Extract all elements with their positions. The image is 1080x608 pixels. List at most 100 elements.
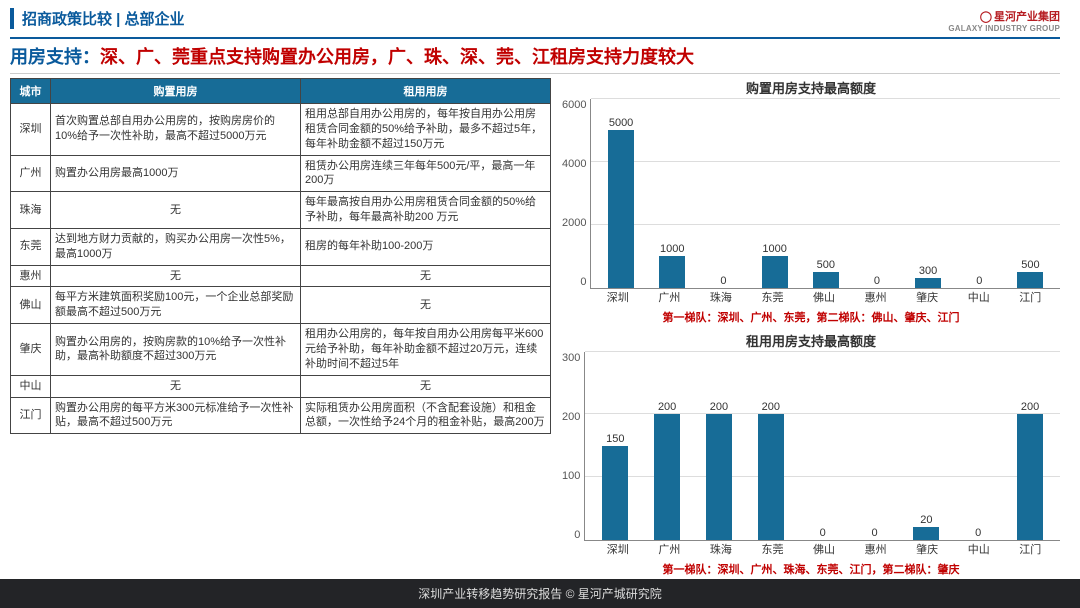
bar: 0	[797, 352, 849, 541]
table-row: 江门购置办公用房的每平方米300元标准给予一次性补贴，最高不超过500万元实际租…	[11, 397, 551, 434]
bar-value-label: 5000	[609, 117, 633, 129]
bar: 0	[952, 352, 1004, 541]
x-tick: 江门	[1005, 541, 1057, 557]
table-row: 佛山每平方米建筑面积奖励100元，一个企业总部奖励额最高不超过500万元无	[11, 287, 551, 324]
bar-value-label: 0	[820, 527, 826, 539]
cell-buy: 每平方米建筑面积奖励100元，一个企业总部奖励额最高不超过500万元	[51, 287, 301, 324]
bar: 0	[849, 352, 901, 541]
cell-city: 东莞	[11, 228, 51, 265]
cell-city: 惠州	[11, 265, 51, 287]
cell-city: 深圳	[11, 104, 51, 156]
cell-rent: 租用办公用房的，每年按自用办公用房每平米600元给予补助，每年补助金额不超过20…	[301, 324, 551, 376]
bar: 500	[1005, 99, 1056, 288]
x-tick: 惠州	[850, 541, 902, 557]
x-tick: 东莞	[747, 541, 799, 557]
table-row: 深圳首次购置总部自用办公用房的，按购房房价的10%给予一次性补助，最高不超过50…	[11, 104, 551, 156]
logo-cn: 星河产业集团	[980, 8, 1060, 24]
table-row: 中山无无	[11, 375, 551, 397]
chart1-title: 购置用房支持最高额度	[562, 78, 1060, 97]
bar-value-label: 1000	[660, 243, 684, 255]
bar-value-label: 200	[1021, 401, 1039, 413]
chart2-title: 租用用房支持最高额度	[562, 331, 1060, 350]
policy-table: 城市购置用房租用用房 深圳首次购置总部自用办公用房的，按购房房价的10%给予一次…	[10, 78, 551, 434]
table-row: 珠海无每年最高按自用办公用房租赁合同金额的50%给予补助，每年最高补助200 万…	[11, 192, 551, 229]
table-row: 肇庆购置办公用房的，按购房款的10%给予一次性补助，最高补助额度不超过300万元…	[11, 324, 551, 376]
bar-value-label: 200	[762, 401, 780, 413]
cell-rent: 租赁办公用房连续三年每年500元/平，最高一年200万	[301, 155, 551, 192]
cell-city: 广州	[11, 155, 51, 192]
cell-rent: 租房的每年补助100-200万	[301, 228, 551, 265]
cell-rent: 无	[301, 265, 551, 287]
x-tick: 广州	[644, 541, 696, 557]
bar: 150	[589, 352, 641, 541]
bar-value-label: 500	[817, 259, 835, 271]
bar-value-label: 200	[658, 401, 676, 413]
bar-value-label: 0	[871, 527, 877, 539]
cell-rent: 无	[301, 375, 551, 397]
cell-city: 佛山	[11, 287, 51, 324]
bar: 300	[903, 99, 954, 288]
bar: 20	[900, 352, 952, 541]
cell-rent: 实际租赁办公用房面积（不含配套设施）和租金总额，一次性给予24个月的租金补贴，最…	[301, 397, 551, 434]
chart-purchase: 购置用房支持最高额度 6000400020000 500010000100050…	[562, 78, 1060, 327]
x-tick: 佛山	[798, 289, 850, 305]
bar-value-label: 200	[710, 401, 728, 413]
x-tick: 深圳	[592, 289, 644, 305]
bar: 0	[851, 99, 902, 288]
bar: 200	[1004, 352, 1056, 541]
bar-value-label: 20	[920, 514, 932, 526]
cell-buy: 首次购置总部自用办公用房的，按购房房价的10%给予一次性补助，最高不超过5000…	[51, 104, 301, 156]
logo-en: GALAXY INDUSTRY GROUP	[948, 24, 1060, 33]
cell-city: 江门	[11, 397, 51, 434]
bar-value-label: 300	[919, 265, 937, 277]
x-tick: 肇庆	[901, 541, 953, 557]
headline-label: 用房支持：	[10, 47, 100, 67]
x-tick: 肇庆	[901, 289, 953, 305]
x-tick: 深圳	[592, 541, 644, 557]
cell-city: 肇庆	[11, 324, 51, 376]
table-row: 东莞达到地方财力贡献的，购买办公用房一次性5%，最高1000万租房的每年补助10…	[11, 228, 551, 265]
x-tick: 江门	[1005, 289, 1057, 305]
brand-logo: 星河产业集团 GALAXY INDUSTRY GROUP	[948, 8, 1060, 33]
bar-value-label: 150	[606, 433, 624, 445]
x-tick: 珠海	[695, 289, 747, 305]
x-tick: 东莞	[747, 289, 799, 305]
cell-buy: 购置办公用房最高1000万	[51, 155, 301, 192]
table-row: 广州购置办公用房最高1000万租赁办公用房连续三年每年500元/平，最高一年20…	[11, 155, 551, 192]
bar-value-label: 500	[1021, 259, 1039, 271]
x-tick: 珠海	[695, 541, 747, 557]
x-tick: 广州	[644, 289, 696, 305]
bar-value-label: 0	[975, 527, 981, 539]
bar: 0	[698, 99, 749, 288]
cell-buy: 购置办公用房的，按购房款的10%给予一次性补助，最高补助额度不超过300万元	[51, 324, 301, 376]
x-tick: 中山	[953, 289, 1005, 305]
chart-rent: 租用用房支持最高额度 3002001000 150200200200002002…	[562, 331, 1060, 580]
x-tick: 惠州	[850, 289, 902, 305]
chart1-note: 第一梯队：深圳、广州、东莞，第二梯队：佛山、肇庆、江门	[562, 305, 1060, 327]
cell-buy: 无	[51, 265, 301, 287]
x-tick: 佛山	[798, 541, 850, 557]
bar: 5000	[595, 99, 646, 288]
footer: 深圳产业转移趋势研究报告 © 星河产城研究院	[0, 579, 1080, 608]
chart2-note: 第一梯队：深圳、广州、珠海、东莞、江门，第二梯队：肇庆	[562, 557, 1060, 579]
cell-city: 中山	[11, 375, 51, 397]
cell-city: 珠海	[11, 192, 51, 229]
table-row: 惠州无无	[11, 265, 551, 287]
bar: 1000	[647, 99, 698, 288]
cell-rent: 租用总部自用办公用房的，每年按自用办公用房租赁合同金额的50%给予补助，最多不超…	[301, 104, 551, 156]
bar: 1000	[749, 99, 800, 288]
bar-value-label: 0	[874, 275, 880, 287]
cell-buy: 无	[51, 192, 301, 229]
bar: 200	[693, 352, 745, 541]
table-header: 城市	[11, 79, 51, 104]
bar: 200	[641, 352, 693, 541]
bar-value-label: 1000	[762, 243, 786, 255]
bar: 0	[954, 99, 1005, 288]
table-header: 购置用房	[51, 79, 301, 104]
table-header: 租用用房	[301, 79, 551, 104]
cell-rent: 无	[301, 287, 551, 324]
cell-buy: 购置办公用房的每平方米300元标准给予一次性补贴，最高不超过500万元	[51, 397, 301, 434]
cell-rent: 每年最高按自用办公用房租赁合同金额的50%给予补助，每年最高补助200 万元	[301, 192, 551, 229]
headline-text: 深、广、莞重点支持购置办公用房，广、珠、深、莞、江租房支持力度较大	[100, 47, 694, 67]
headline: 用房支持：深、广、莞重点支持购置办公用房，广、珠、深、莞、江租房支持力度较大	[10, 37, 1060, 74]
